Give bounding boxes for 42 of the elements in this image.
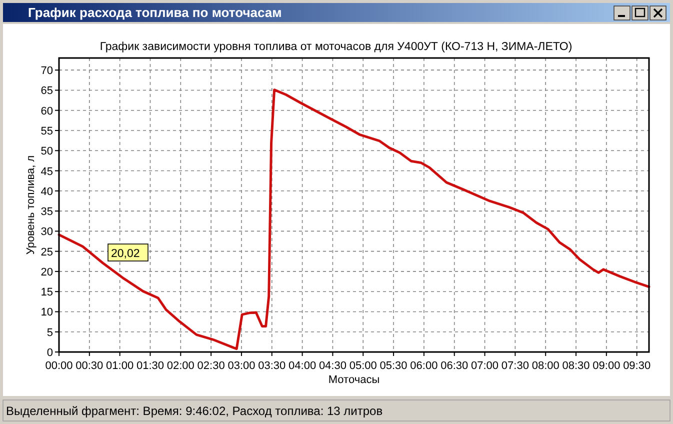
- x-tick-label: 05:30: [380, 360, 408, 372]
- y-axis-title: Уровень топлива, л: [25, 155, 37, 255]
- y-tick-label: 60: [40, 105, 53, 118]
- x-tick-label: 06:00: [410, 360, 438, 372]
- y-tick-label: 65: [40, 85, 53, 98]
- x-tick-label: 08:30: [562, 360, 590, 372]
- x-tick-label: 07:30: [501, 360, 529, 372]
- y-tick-label: 20: [40, 266, 53, 278]
- x-tick-label: 09:00: [592, 360, 620, 372]
- x-tick-label: 02:30: [197, 360, 225, 372]
- x-tick-label: 08:00: [532, 360, 560, 372]
- annotation: 20,02: [111, 248, 140, 260]
- y-tick-label: 40: [40, 186, 53, 198]
- y-tick-label: 50: [40, 146, 53, 158]
- x-tick-label: 06:30: [440, 360, 468, 372]
- y-tick-label: 5: [46, 326, 53, 339]
- x-tick-label: 02:00: [166, 360, 194, 372]
- y-tick-label: 70: [40, 65, 53, 78]
- status-bar: Выделенный фрагмент: Время: 9:46:02, Расход топлива: 13 литров: [2, 400, 670, 422]
- chart-subtitle: График зависимости уровня топлива от моточасов для У400УТ (КО-713 Н, ЗИМА-ЛЕТО): [100, 41, 572, 53]
- y-tick-label: 25: [40, 246, 53, 258]
- y-tick-label: 55: [40, 125, 53, 138]
- y-tick-label: 30: [40, 226, 53, 238]
- x-tick-label: 04:30: [318, 360, 346, 372]
- x-tick-label: 00:30: [76, 360, 104, 372]
- y-tick-label: 10: [40, 306, 53, 319]
- chart-title: График расхода топлива по моточасам: [28, 5, 282, 20]
- x-tick-label: 09:30: [623, 360, 651, 372]
- y-tick-label: 45: [40, 166, 53, 178]
- y-tick-label: 0: [46, 347, 53, 359]
- x-tick-label: 00:00: [45, 360, 73, 372]
- x-tick-label: 05:00: [349, 360, 377, 372]
- x-tick-label: 03:30: [258, 360, 286, 372]
- x-tick-label: 04:00: [288, 360, 316, 372]
- x-tick-label: 03:00: [228, 360, 256, 372]
- x-tick-label: 07:00: [471, 360, 499, 372]
- x-tick-label: 01:00: [106, 360, 134, 372]
- y-tick-label: 15: [40, 286, 53, 299]
- x-tick-label: 01:30: [136, 360, 164, 372]
- y-tick-label: 35: [40, 206, 53, 218]
- x-axis-title: Моточасы: [328, 374, 380, 386]
- line-series: [58, 88, 650, 350]
